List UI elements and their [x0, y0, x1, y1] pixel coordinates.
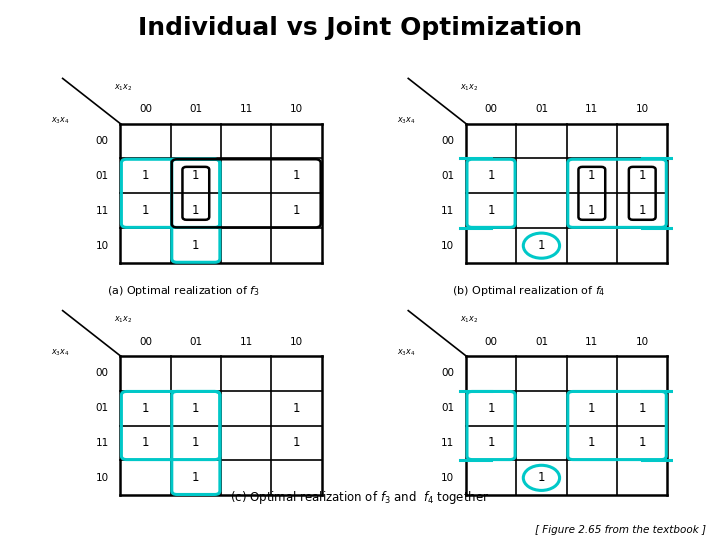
- Text: 10: 10: [636, 104, 649, 114]
- Text: 10: 10: [290, 104, 303, 114]
- Text: 11: 11: [585, 104, 598, 114]
- Text: 1: 1: [142, 204, 149, 217]
- Text: 1: 1: [639, 170, 646, 183]
- Text: 11: 11: [96, 206, 109, 216]
- Text: (c) Optimal realization of $f_3$ and  $f_4$ together: (c) Optimal realization of $f_3$ and $f_…: [230, 489, 490, 505]
- Text: (a) Optimal realization of $f_3$: (a) Optimal realization of $f_3$: [107, 284, 260, 298]
- Text: 1: 1: [293, 402, 300, 415]
- Text: 01: 01: [189, 104, 202, 114]
- Text: 10: 10: [441, 241, 454, 251]
- Text: 01: 01: [441, 403, 454, 413]
- Text: 11: 11: [96, 438, 109, 448]
- Text: 10: 10: [96, 473, 109, 483]
- Text: 00: 00: [485, 336, 498, 347]
- Text: 1: 1: [487, 402, 495, 415]
- Text: 00: 00: [139, 104, 152, 114]
- Text: $x_3x_4$: $x_3x_4$: [397, 116, 415, 126]
- Text: 10: 10: [290, 336, 303, 347]
- Text: 1: 1: [588, 170, 595, 183]
- Text: 10: 10: [441, 473, 454, 483]
- Text: 1: 1: [192, 204, 199, 217]
- Text: 1: 1: [293, 436, 300, 449]
- Text: 00: 00: [441, 368, 454, 378]
- Text: 1: 1: [588, 204, 595, 217]
- Text: 01: 01: [535, 336, 548, 347]
- Text: 1: 1: [142, 170, 149, 183]
- Text: $x_3x_4$: $x_3x_4$: [397, 348, 415, 358]
- Text: 1: 1: [142, 402, 149, 415]
- Text: 1: 1: [142, 436, 149, 449]
- Text: $x_1x_2$: $x_1x_2$: [114, 315, 133, 325]
- Text: 00: 00: [96, 368, 109, 378]
- Text: 1: 1: [192, 436, 199, 449]
- Text: 1: 1: [639, 436, 646, 449]
- Text: 01: 01: [189, 336, 202, 347]
- Text: 10: 10: [96, 241, 109, 251]
- Text: 01: 01: [441, 171, 454, 181]
- Text: $x_1x_2$: $x_1x_2$: [114, 83, 133, 93]
- Text: 11: 11: [240, 336, 253, 347]
- Text: $x_1x_2$: $x_1x_2$: [460, 315, 479, 325]
- Text: 1: 1: [487, 170, 495, 183]
- Text: 1: 1: [487, 436, 495, 449]
- Text: 1: 1: [588, 436, 595, 449]
- Text: 1: 1: [487, 204, 495, 217]
- Text: 1: 1: [192, 239, 199, 252]
- Text: 10: 10: [636, 336, 649, 347]
- Text: 11: 11: [585, 336, 598, 347]
- Text: [ Figure 2.65 from the textbook ]: [ Figure 2.65 from the textbook ]: [534, 524, 706, 535]
- Text: 1: 1: [293, 170, 300, 183]
- Text: 01: 01: [535, 104, 548, 114]
- Text: 11: 11: [441, 206, 454, 216]
- Text: 1: 1: [293, 204, 300, 217]
- Text: 1: 1: [639, 204, 646, 217]
- Text: $x_3x_4$: $x_3x_4$: [51, 348, 70, 358]
- Text: 11: 11: [240, 104, 253, 114]
- Text: 1: 1: [538, 239, 545, 252]
- Text: 1: 1: [538, 471, 545, 484]
- Text: 1: 1: [639, 402, 646, 415]
- Text: 00: 00: [441, 136, 454, 146]
- Text: Individual vs Joint Optimization: Individual vs Joint Optimization: [138, 16, 582, 40]
- Text: 1: 1: [192, 471, 199, 484]
- Text: 00: 00: [139, 336, 152, 347]
- Text: $x_3x_4$: $x_3x_4$: [51, 116, 70, 126]
- Text: 1: 1: [192, 170, 199, 183]
- Text: 00: 00: [485, 104, 498, 114]
- Text: (b) Optimal realization of $f_4$: (b) Optimal realization of $f_4$: [452, 284, 606, 298]
- Text: 01: 01: [96, 403, 109, 413]
- Text: 11: 11: [441, 438, 454, 448]
- Text: $x_1x_2$: $x_1x_2$: [460, 83, 479, 93]
- Text: 1: 1: [588, 402, 595, 415]
- Text: 01: 01: [96, 171, 109, 181]
- Text: 1: 1: [192, 402, 199, 415]
- Text: 00: 00: [96, 136, 109, 146]
